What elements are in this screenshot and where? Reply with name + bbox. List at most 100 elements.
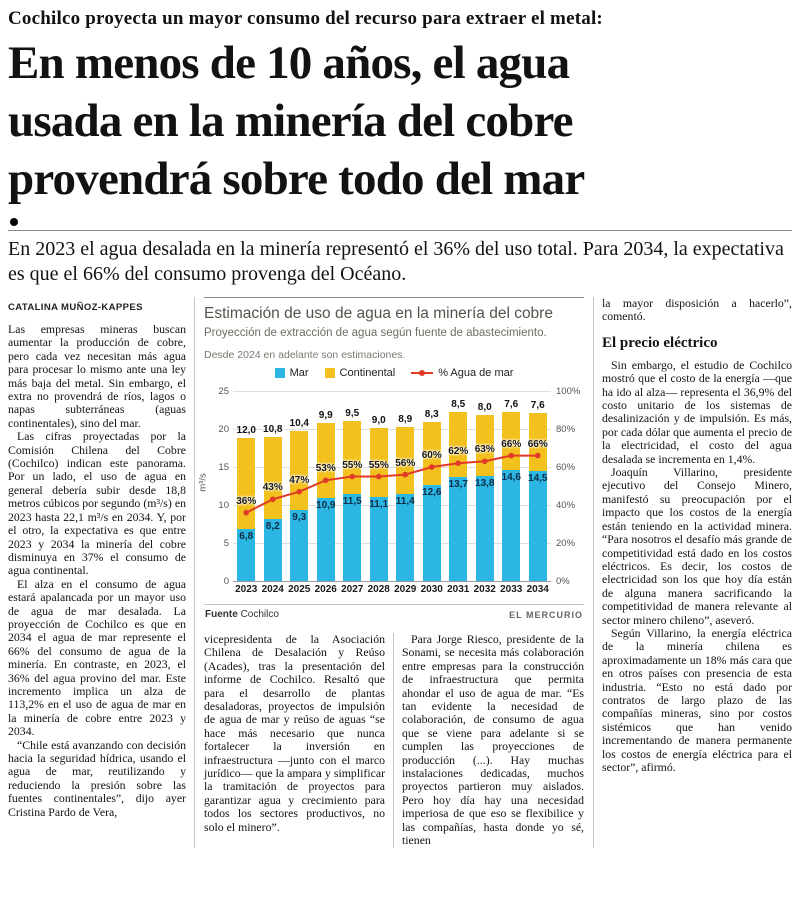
sea-water-pct-label: 47% [289, 474, 310, 486]
bar-label-continental: 9,5 [345, 408, 360, 420]
bar-label-continental: 12,0 [236, 425, 256, 437]
gridline [233, 580, 551, 582]
bar-label-continental: 7,6 [530, 400, 545, 412]
bar-continental [237, 438, 256, 530]
paragraph: Joaquín Villarino, presidente ejecutivo … [602, 465, 792, 627]
newspaper-page: Cochilco proyecta un mayor consumo del r… [8, 8, 792, 848]
x-axis-tick: 2031 [447, 584, 470, 595]
sea-water-pct-label: 62% [448, 446, 469, 458]
headline: En menos de 10 años, el agua usada en la… [8, 34, 792, 208]
y2-axis-tick: 20% [556, 538, 576, 549]
bar-continental [316, 422, 335, 499]
bar-mar [502, 470, 521, 581]
bar-label-mar: 13,8 [475, 478, 495, 490]
center-text: vicepresidenta de la Asociación Chilena … [204, 632, 584, 848]
paragraph: El alza en el consumo de agua estará apa… [8, 576, 186, 739]
bar-label-mar: 11,4 [395, 496, 415, 508]
bar-label-mar: 9,3 [292, 512, 307, 524]
column-center-right: Para Jorge Riesco, presidente de la Sona… [394, 632, 584, 848]
bar-mar [263, 518, 282, 581]
paragraph: Sin embargo, el estudio de Cochilco most… [602, 357, 792, 466]
headline-line: En menos de 10 años, el agua [8, 37, 570, 89]
bar-label-mar: 12,6 [422, 487, 442, 499]
bar-mar [422, 485, 441, 581]
bar-mar [369, 496, 388, 581]
chart-subtitle: Proyección de extracción de agua según f… [204, 327, 547, 339]
gridline [233, 428, 551, 430]
bar-label-continental: 10,8 [263, 423, 283, 435]
y-axis-tick: 25 [218, 386, 229, 397]
chart-legend: Mar Continental % Agua de mar [204, 367, 584, 379]
paragraph: Según Villarino, la energía eléctrica de… [602, 625, 792, 774]
bar-label-continental: 7,6 [504, 399, 519, 411]
bar-label-continental: 10,4 [289, 418, 309, 430]
x-axis-tick: 2030 [420, 584, 443, 595]
bar-label-mar: 13,7 [448, 478, 468, 490]
legend-line-icon [411, 370, 434, 376]
chart-footer: Fuente Cochilco EL MERCURIO [204, 604, 584, 627]
sea-water-pct-label: 36% [236, 495, 257, 507]
column-right: la mayor disposición a hacerlo”, comentó… [594, 296, 792, 848]
sea-water-pct-label: 66% [527, 438, 548, 450]
y2-axis-tick: 100% [556, 386, 581, 397]
x-axis-tick: 2024 [261, 584, 284, 595]
bar-mar [449, 476, 468, 581]
paragraph: la mayor disposición a hacerlo”, comentó… [602, 296, 792, 324]
legend-dot-icon [419, 370, 426, 376]
legend-swatch-continental [324, 368, 335, 378]
kicker: Cochilco proyecta un mayor consumo del r… [8, 8, 603, 29]
y2-axis-tick: 60% [556, 462, 576, 473]
section-heading: El precio eléctrico [602, 334, 718, 351]
x-axis-tick: 2033 [500, 584, 523, 595]
legend-label-mar: Mar [289, 367, 309, 379]
paragraph: Las empresas mineras buscan aumentar la … [8, 322, 186, 430]
legend-label-sea-water-pct: % Agua de mar [438, 367, 514, 379]
sea-water-pct-label: 63% [474, 444, 495, 456]
bar-label-continental: 8,5 [451, 399, 466, 411]
plot-area: 12,0 6,8 36% 10,8 8,2 43% 10,4 9,3 47% 9,9 10,9 53%… [233, 390, 551, 582]
x-axis-tick: 2023 [235, 584, 258, 595]
bar-continental [449, 412, 468, 477]
gridline [233, 542, 551, 544]
legend-item-sea-water-pct: % Agua de mar [411, 367, 513, 379]
bar-label-continental: 9,9 [318, 409, 333, 421]
legend-item-mar: Mar [274, 367, 309, 379]
y-axis-tick: 5 [223, 538, 229, 549]
bar-mar [343, 493, 362, 581]
bar-mar [290, 510, 309, 581]
bar-label-mar: 14,5 [528, 472, 548, 484]
source-name: Cochilco [240, 609, 279, 620]
sea-water-pct-label: 66% [501, 438, 522, 450]
paragraph: Para Jorge Riesco, presidente de la Sona… [402, 632, 584, 848]
x-axis-tick: 2027 [341, 584, 364, 595]
bar-label-mar: 14,6 [501, 472, 521, 484]
paragraph: Las cifras proyectadas por la Comisión C… [8, 429, 186, 578]
bar-label-mar: 6,8 [239, 531, 254, 543]
x-axis-tick: 2029 [394, 584, 417, 595]
x-axis-tick: 2026 [314, 584, 337, 595]
source-label: Fuente [205, 609, 238, 620]
column-center: Estimación de uso de agua en la minería … [194, 297, 594, 848]
bar-label-continental: 8,9 [398, 413, 413, 425]
bar-mar [528, 470, 547, 581]
bar-mar [396, 494, 415, 581]
y-axis-label: m³/s [197, 473, 209, 492]
y2-axis-tick: 80% [556, 424, 576, 435]
y-axis-tick: 0 [223, 576, 229, 587]
bar-label-mar: 11,1 [369, 498, 389, 510]
section-bullet-icon [10, 218, 18, 226]
x-axis-tick: 2032 [473, 584, 496, 595]
deck: En 2023 el agua desalada en la minería r… [8, 230, 792, 295]
bar-mar [475, 476, 494, 581]
bar-label-continental: 8,0 [477, 402, 492, 414]
bar-continental [290, 431, 309, 511]
byline: CATALINA MUÑOZ-KAPPES [8, 302, 143, 313]
legend-swatch-mar [274, 368, 285, 378]
bar-label-continental: 9,0 [371, 415, 386, 427]
chart-panel: Estimación de uso de agua en la minería … [198, 297, 584, 627]
column-center-left: vicepresidenta de la Asociación Chilena … [204, 632, 394, 848]
y2-axis-tick: 0% [556, 576, 570, 587]
paragraph: vicepresidenta de la Asociación Chilena … [204, 632, 385, 834]
publisher-credit: EL MERCURIO [509, 609, 583, 620]
bar-continental [343, 421, 362, 494]
